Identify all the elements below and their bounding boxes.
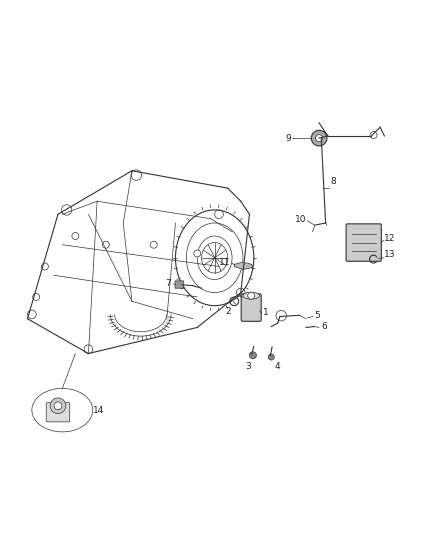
Text: 7: 7: [166, 279, 171, 287]
Circle shape: [237, 288, 245, 297]
FancyBboxPatch shape: [241, 294, 261, 321]
Text: 4: 4: [275, 362, 280, 372]
FancyBboxPatch shape: [346, 224, 381, 261]
Circle shape: [250, 352, 256, 359]
Text: 5: 5: [314, 311, 320, 320]
Text: 12: 12: [385, 233, 396, 243]
Text: 14: 14: [93, 406, 104, 415]
FancyBboxPatch shape: [46, 403, 70, 422]
Circle shape: [194, 250, 201, 257]
Text: 13: 13: [385, 250, 396, 259]
FancyBboxPatch shape: [175, 281, 184, 288]
Text: 9: 9: [285, 134, 291, 143]
Text: 11: 11: [219, 257, 231, 266]
Circle shape: [72, 232, 79, 239]
Circle shape: [42, 263, 48, 270]
Circle shape: [84, 345, 93, 353]
Circle shape: [33, 294, 40, 301]
Circle shape: [54, 402, 62, 410]
Circle shape: [150, 241, 157, 248]
Circle shape: [50, 398, 66, 414]
Circle shape: [316, 135, 322, 142]
Circle shape: [311, 130, 327, 146]
Text: 8: 8: [330, 177, 336, 186]
Circle shape: [215, 210, 223, 219]
Text: 2: 2: [225, 306, 230, 316]
Text: 3: 3: [245, 362, 251, 372]
Polygon shape: [234, 262, 253, 270]
Text: 10: 10: [294, 215, 306, 224]
Circle shape: [61, 205, 72, 215]
Circle shape: [131, 170, 141, 180]
Ellipse shape: [243, 292, 259, 299]
Circle shape: [28, 310, 36, 319]
Circle shape: [102, 241, 110, 248]
Circle shape: [248, 292, 254, 299]
Text: 6: 6: [321, 322, 327, 331]
Text: 1: 1: [262, 308, 268, 317]
Circle shape: [268, 354, 274, 360]
